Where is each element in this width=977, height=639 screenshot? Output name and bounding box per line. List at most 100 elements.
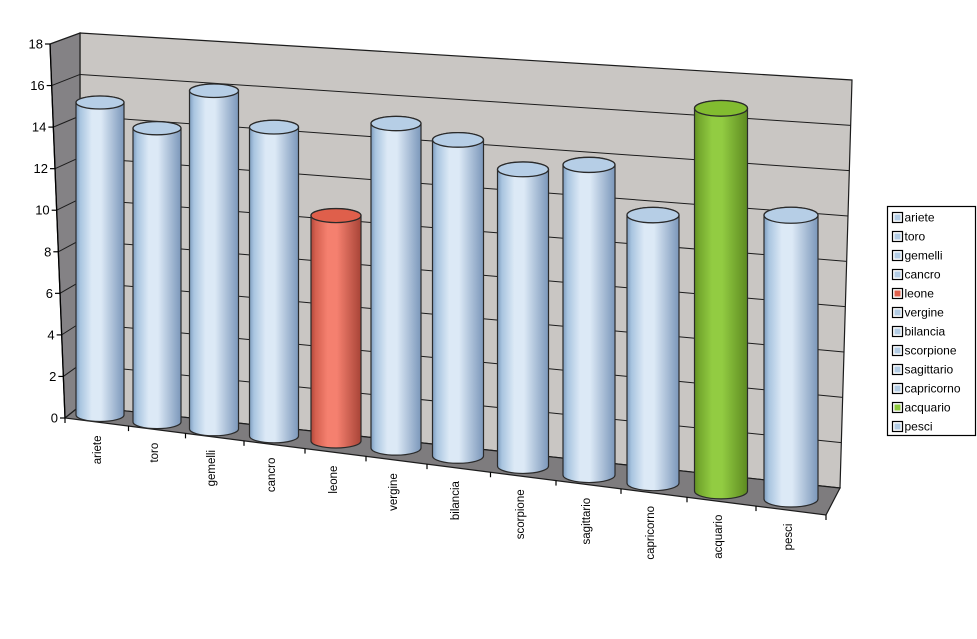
bar-top-bilancia[interactable] <box>431 131 485 148</box>
bar-body-capricorno[interactable] <box>626 206 680 492</box>
legend-item-sagittario[interactable]: sagittario <box>891 363 954 377</box>
x-label-leone: leone <box>328 466 340 494</box>
x-axis-labels: ariete toro gemelli cancro leone vergine bilan… <box>64 418 827 560</box>
legend-item-vergine[interactable]: vergine <box>891 306 945 320</box>
x-label-vergine: vergine <box>388 473 400 511</box>
bar-body-vergine[interactable] <box>370 115 422 456</box>
legend-item-toro[interactable]: toro <box>891 230 926 244</box>
legend-label-bilancia: bilancia <box>905 325 946 339</box>
y-tick-label-2: 2 <box>49 369 56 384</box>
legend-item-pesci[interactable]: pesci <box>891 420 933 434</box>
bar-top-scorpione[interactable] <box>496 161 550 178</box>
bar-acquario[interactable] <box>693 99 749 500</box>
legend-box[interactable] <box>886 205 977 437</box>
legend-item-acquario[interactable]: acquario <box>891 401 951 415</box>
y-tick-label-12: 12 <box>34 161 48 176</box>
x-label-scorpione: scorpione <box>515 489 527 539</box>
bar-bilancia[interactable] <box>431 131 485 464</box>
y-tick-label-18: 18 <box>29 37 43 52</box>
legend-label-scorpione: scorpione <box>905 344 957 358</box>
y-tick-label-0: 0 <box>51 411 58 426</box>
bar-top-acquario[interactable] <box>693 99 749 117</box>
bar-top-vergine[interactable] <box>370 115 422 132</box>
bar-scorpione[interactable] <box>496 161 550 475</box>
bar-sagittario[interactable] <box>562 156 616 484</box>
y-tick-label-4: 4 <box>47 327 54 342</box>
legend-swatch-cancro <box>894 271 901 278</box>
legend-item-leone[interactable]: leone <box>891 287 935 301</box>
bar-gemelli[interactable] <box>188 83 240 437</box>
legend-label-capricorno: capricorno <box>905 382 961 396</box>
x-label-toro: toro <box>149 443 161 463</box>
legend-label-sagittario: sagittario <box>905 363 954 377</box>
x-label-gemelli: gemelli <box>206 450 218 486</box>
legend-swatch-toro <box>894 233 901 240</box>
y-tick-label-8: 8 <box>44 244 51 259</box>
bar-top-gemelli[interactable] <box>188 83 240 99</box>
bar-top-toro[interactable] <box>132 120 182 136</box>
bar-body-toro[interactable] <box>132 120 182 430</box>
x-label-cancro: cancro <box>266 458 278 493</box>
legend-item-capricorno[interactable]: capricorno <box>891 382 961 396</box>
legend-label-pesci: pesci <box>905 420 933 434</box>
legend-swatch-bilancia <box>894 328 901 335</box>
bar-toro[interactable] <box>132 120 182 430</box>
legend-swatch-scorpione <box>894 347 901 354</box>
legend-swatch-ariete <box>894 214 901 221</box>
legend-item-bilancia[interactable]: bilancia <box>891 325 946 339</box>
legend-label-toro: toro <box>905 230 926 244</box>
legend-label-gemelli: gemelli <box>905 249 943 263</box>
x-label-ariete: ariete <box>92 435 104 464</box>
legend-swatch-gemelli <box>894 252 901 259</box>
legend-item-ariete[interactable]: ariete <box>891 211 935 225</box>
legend-label-vergine: vergine <box>905 306 945 320</box>
bar-top-capricorno[interactable] <box>626 206 680 224</box>
bar-ariete[interactable] <box>75 95 125 423</box>
bar-top-cancro[interactable] <box>248 119 300 135</box>
legend-swatch-vergine <box>894 309 901 316</box>
bar-body-pesci[interactable] <box>763 206 819 508</box>
x-label-bilancia: bilancia <box>450 480 462 520</box>
legend[interactable]: ariete toro gemelli cancro leone vergine bilan… <box>886 205 977 437</box>
legend-label-ariete: ariete <box>905 211 935 225</box>
legend-label-acquario: acquario <box>905 401 951 415</box>
bar-capricorno[interactable] <box>626 206 680 492</box>
legend-swatch-pesci <box>894 423 901 430</box>
bar-top-leone[interactable] <box>310 207 362 224</box>
x-label-acquario: acquario <box>713 515 725 559</box>
bar-body-bilancia[interactable] <box>431 132 485 464</box>
x-label-sagittario: sagittario <box>581 498 593 545</box>
bar-top-pesci[interactable] <box>763 206 819 224</box>
legend-item-gemelli[interactable]: gemelli <box>891 249 943 263</box>
x-label-capricorno: capricorno <box>645 506 657 560</box>
legend-swatch-acquario <box>894 404 901 411</box>
y-tick-label-16: 16 <box>30 78 44 93</box>
bar-body-gemelli[interactable] <box>188 83 240 437</box>
bar-vergine[interactable] <box>370 115 422 456</box>
bar-body-scorpione[interactable] <box>496 161 550 475</box>
y-axis: 0 2 4 6 8 10 12 14 16 18 <box>29 37 66 426</box>
bar-body-cancro[interactable] <box>248 119 300 444</box>
bar-pesci[interactable] <box>763 206 819 508</box>
bar-body-leone[interactable] <box>310 207 362 449</box>
y-tick-label-6: 6 <box>46 286 53 301</box>
bar-body-acquario[interactable] <box>693 99 749 500</box>
y-axis-spine <box>49 43 66 419</box>
legend-swatch-leone <box>894 290 901 297</box>
bar-cancro[interactable] <box>248 119 300 444</box>
bar-top-ariete[interactable] <box>75 95 125 110</box>
legend-swatch-capricorno <box>894 385 901 392</box>
bar-top-sagittario[interactable] <box>562 156 616 174</box>
bar-body-ariete[interactable] <box>75 95 125 423</box>
legend-label-leone: leone <box>905 287 935 301</box>
bars-group <box>75 83 819 508</box>
legend-item-scorpione[interactable]: scorpione <box>891 344 957 358</box>
legend-label-cancro: cancro <box>905 268 941 282</box>
y-tick-label-14: 14 <box>32 120 46 135</box>
legend-item-cancro[interactable]: cancro <box>891 268 941 282</box>
bar-leone[interactable] <box>310 207 362 449</box>
y-tick-label-10: 10 <box>35 203 49 218</box>
bar-body-sagittario[interactable] <box>562 156 616 484</box>
